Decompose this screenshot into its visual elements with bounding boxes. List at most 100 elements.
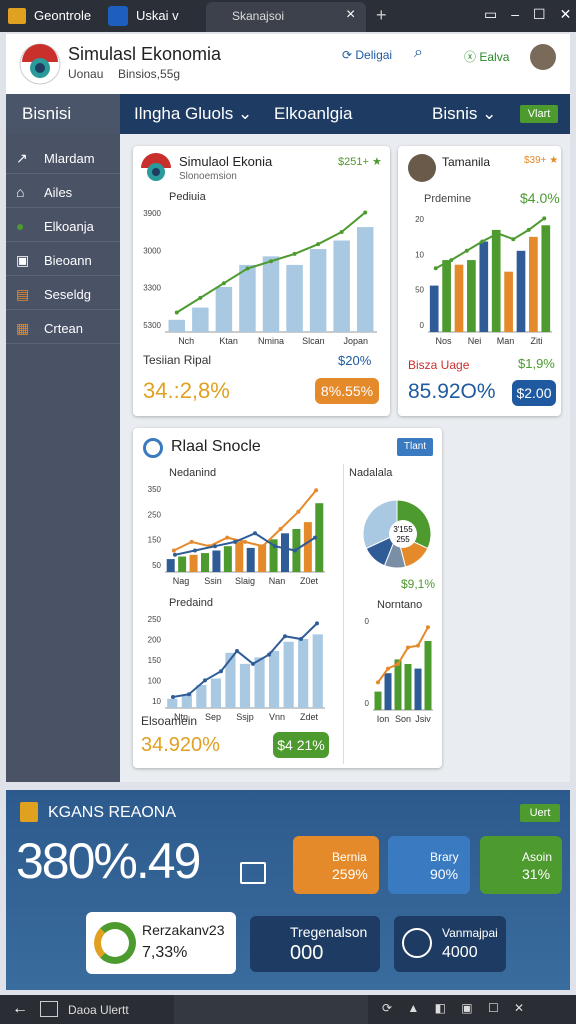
axis-label: 3300 [143, 284, 161, 293]
nav-item[interactable]: Bisnisi [22, 104, 72, 123]
nav-button[interactable]: Vlart [520, 105, 558, 123]
sidebar-item[interactable]: ● Elkoanja [6, 214, 120, 242]
avatar [408, 154, 436, 182]
nav-label[interactable]: Bisnis [432, 104, 478, 123]
new-tab[interactable]: + [376, 5, 387, 25]
tile-label: Brary [430, 850, 459, 864]
panel-button[interactable]: Uert [520, 804, 560, 822]
bar [303, 522, 312, 572]
sidebar-icon: ▤ [16, 286, 30, 302]
bar [286, 264, 303, 332]
sidebar-item[interactable]: ▤ Seseldg [6, 282, 120, 310]
bar [283, 641, 294, 708]
stat-label: Tregenalson [290, 924, 368, 940]
x-label: Nmina [258, 336, 284, 346]
taskbar-label: Daoa Ulertt [68, 1003, 129, 1017]
bar [312, 634, 323, 708]
line-point [464, 248, 469, 253]
avatar[interactable] [530, 44, 556, 70]
tile[interactable] [293, 836, 379, 894]
taskbar-space [174, 995, 368, 1024]
action-label[interactable]: Ealva [479, 50, 510, 64]
line-point [278, 527, 283, 531]
line-point [426, 625, 430, 630]
line-point [174, 310, 179, 315]
tray[interactable]: ⟳ ▲ ◧ ▣ ☐ ✕ [382, 1001, 531, 1015]
sidebar-item[interactable]: ↗ Mlardam [6, 146, 120, 174]
sidebar-label: Seseldg [44, 287, 91, 302]
axis-label: 250 [148, 615, 162, 624]
panel-icon [20, 802, 38, 822]
line-point [313, 535, 317, 540]
bar [333, 240, 350, 332]
sidebar-item[interactable]: ⌂ Ailes [6, 180, 120, 208]
nav-side [6, 94, 120, 134]
x-label: Ssjp [236, 712, 254, 722]
sidebar-item[interactable]: ▦ Crtean [6, 316, 120, 344]
action[interactable]: ⓧ Ealva [464, 50, 510, 64]
bar [442, 260, 451, 332]
search[interactable]: ⌕ [414, 44, 423, 61]
line-point [296, 509, 301, 514]
card-button[interactable]: Tlant [397, 438, 433, 456]
footer-value: $1,9% [518, 356, 555, 371]
sidebar-label: Mlardam [44, 151, 95, 166]
line-point [171, 548, 176, 553]
bar [215, 286, 233, 332]
sidebar-item[interactable]: ▣ Bieoann [6, 248, 120, 276]
line-point [225, 535, 230, 540]
action[interactable]: ⟳ Deligai [342, 48, 393, 62]
nav-label[interactable]: Ilngha Gluols [134, 104, 234, 123]
tile[interactable] [480, 836, 562, 894]
bar [262, 256, 280, 332]
axis-label: 50 [152, 561, 161, 570]
active-tab[interactable] [206, 2, 366, 32]
line-point [433, 266, 438, 271]
line [435, 217, 545, 270]
nav-item[interactable]: Bisnis ⌄ [432, 104, 497, 123]
line-point [198, 295, 203, 300]
close-tab[interactable]: × [346, 6, 356, 23]
sidebar-icon: ▣ [16, 252, 30, 268]
meta: Binsios,55g [118, 67, 181, 81]
line-point [406, 645, 410, 650]
line [174, 532, 316, 556]
sidebar-icon: ● [16, 218, 25, 234]
bar [491, 229, 501, 332]
tile[interactable] [388, 836, 470, 894]
app[interactable] [40, 1001, 58, 1017]
pill[interactable]: 8%.55% [315, 378, 379, 404]
bar [281, 533, 289, 572]
ring [94, 922, 136, 964]
action-label[interactable]: Deligai [355, 48, 393, 62]
nav-item[interactable]: Ilngha Gluols ⌄ [134, 104, 253, 123]
divider [343, 464, 344, 764]
bar [404, 664, 412, 710]
stat-card[interactable] [250, 916, 380, 972]
back[interactable]: ← [12, 1000, 28, 1017]
tab[interactable]: Geontrole [34, 8, 92, 23]
nav-bar: Bisnisi Ilngha Gluols ⌄ Elkoanlgia Bisni… [6, 94, 570, 134]
line-point [396, 662, 400, 666]
line-point [251, 661, 255, 666]
pill[interactable]: $2.00 [512, 380, 556, 406]
window-controls[interactable]: ▭–☐✕ [484, 6, 576, 22]
x-label: Nan [269, 576, 286, 586]
bar [210, 678, 221, 708]
line-point [363, 210, 368, 215]
chart: Norntano 0 0 Ion Son Jsiv [365, 599, 433, 724]
bar [166, 559, 175, 572]
pill[interactable]: $4 21% [273, 732, 329, 758]
tile-label: Asoin [522, 850, 553, 864]
nav-item[interactable]: Elkoanlgia [274, 104, 353, 123]
bar [504, 271, 513, 332]
bar [189, 554, 198, 572]
taskbar: ← Daoa Ulertt ⟳ ▲ ◧ ▣ ☐ ✕ [0, 995, 576, 1024]
x-label: Ziti [531, 336, 543, 346]
x-label: Man [497, 336, 515, 346]
tab[interactable]: Uskai v [136, 8, 179, 23]
tab[interactable]: Skanajsoi [232, 9, 285, 23]
bar [356, 227, 374, 332]
axis-label: 150 [148, 656, 162, 665]
